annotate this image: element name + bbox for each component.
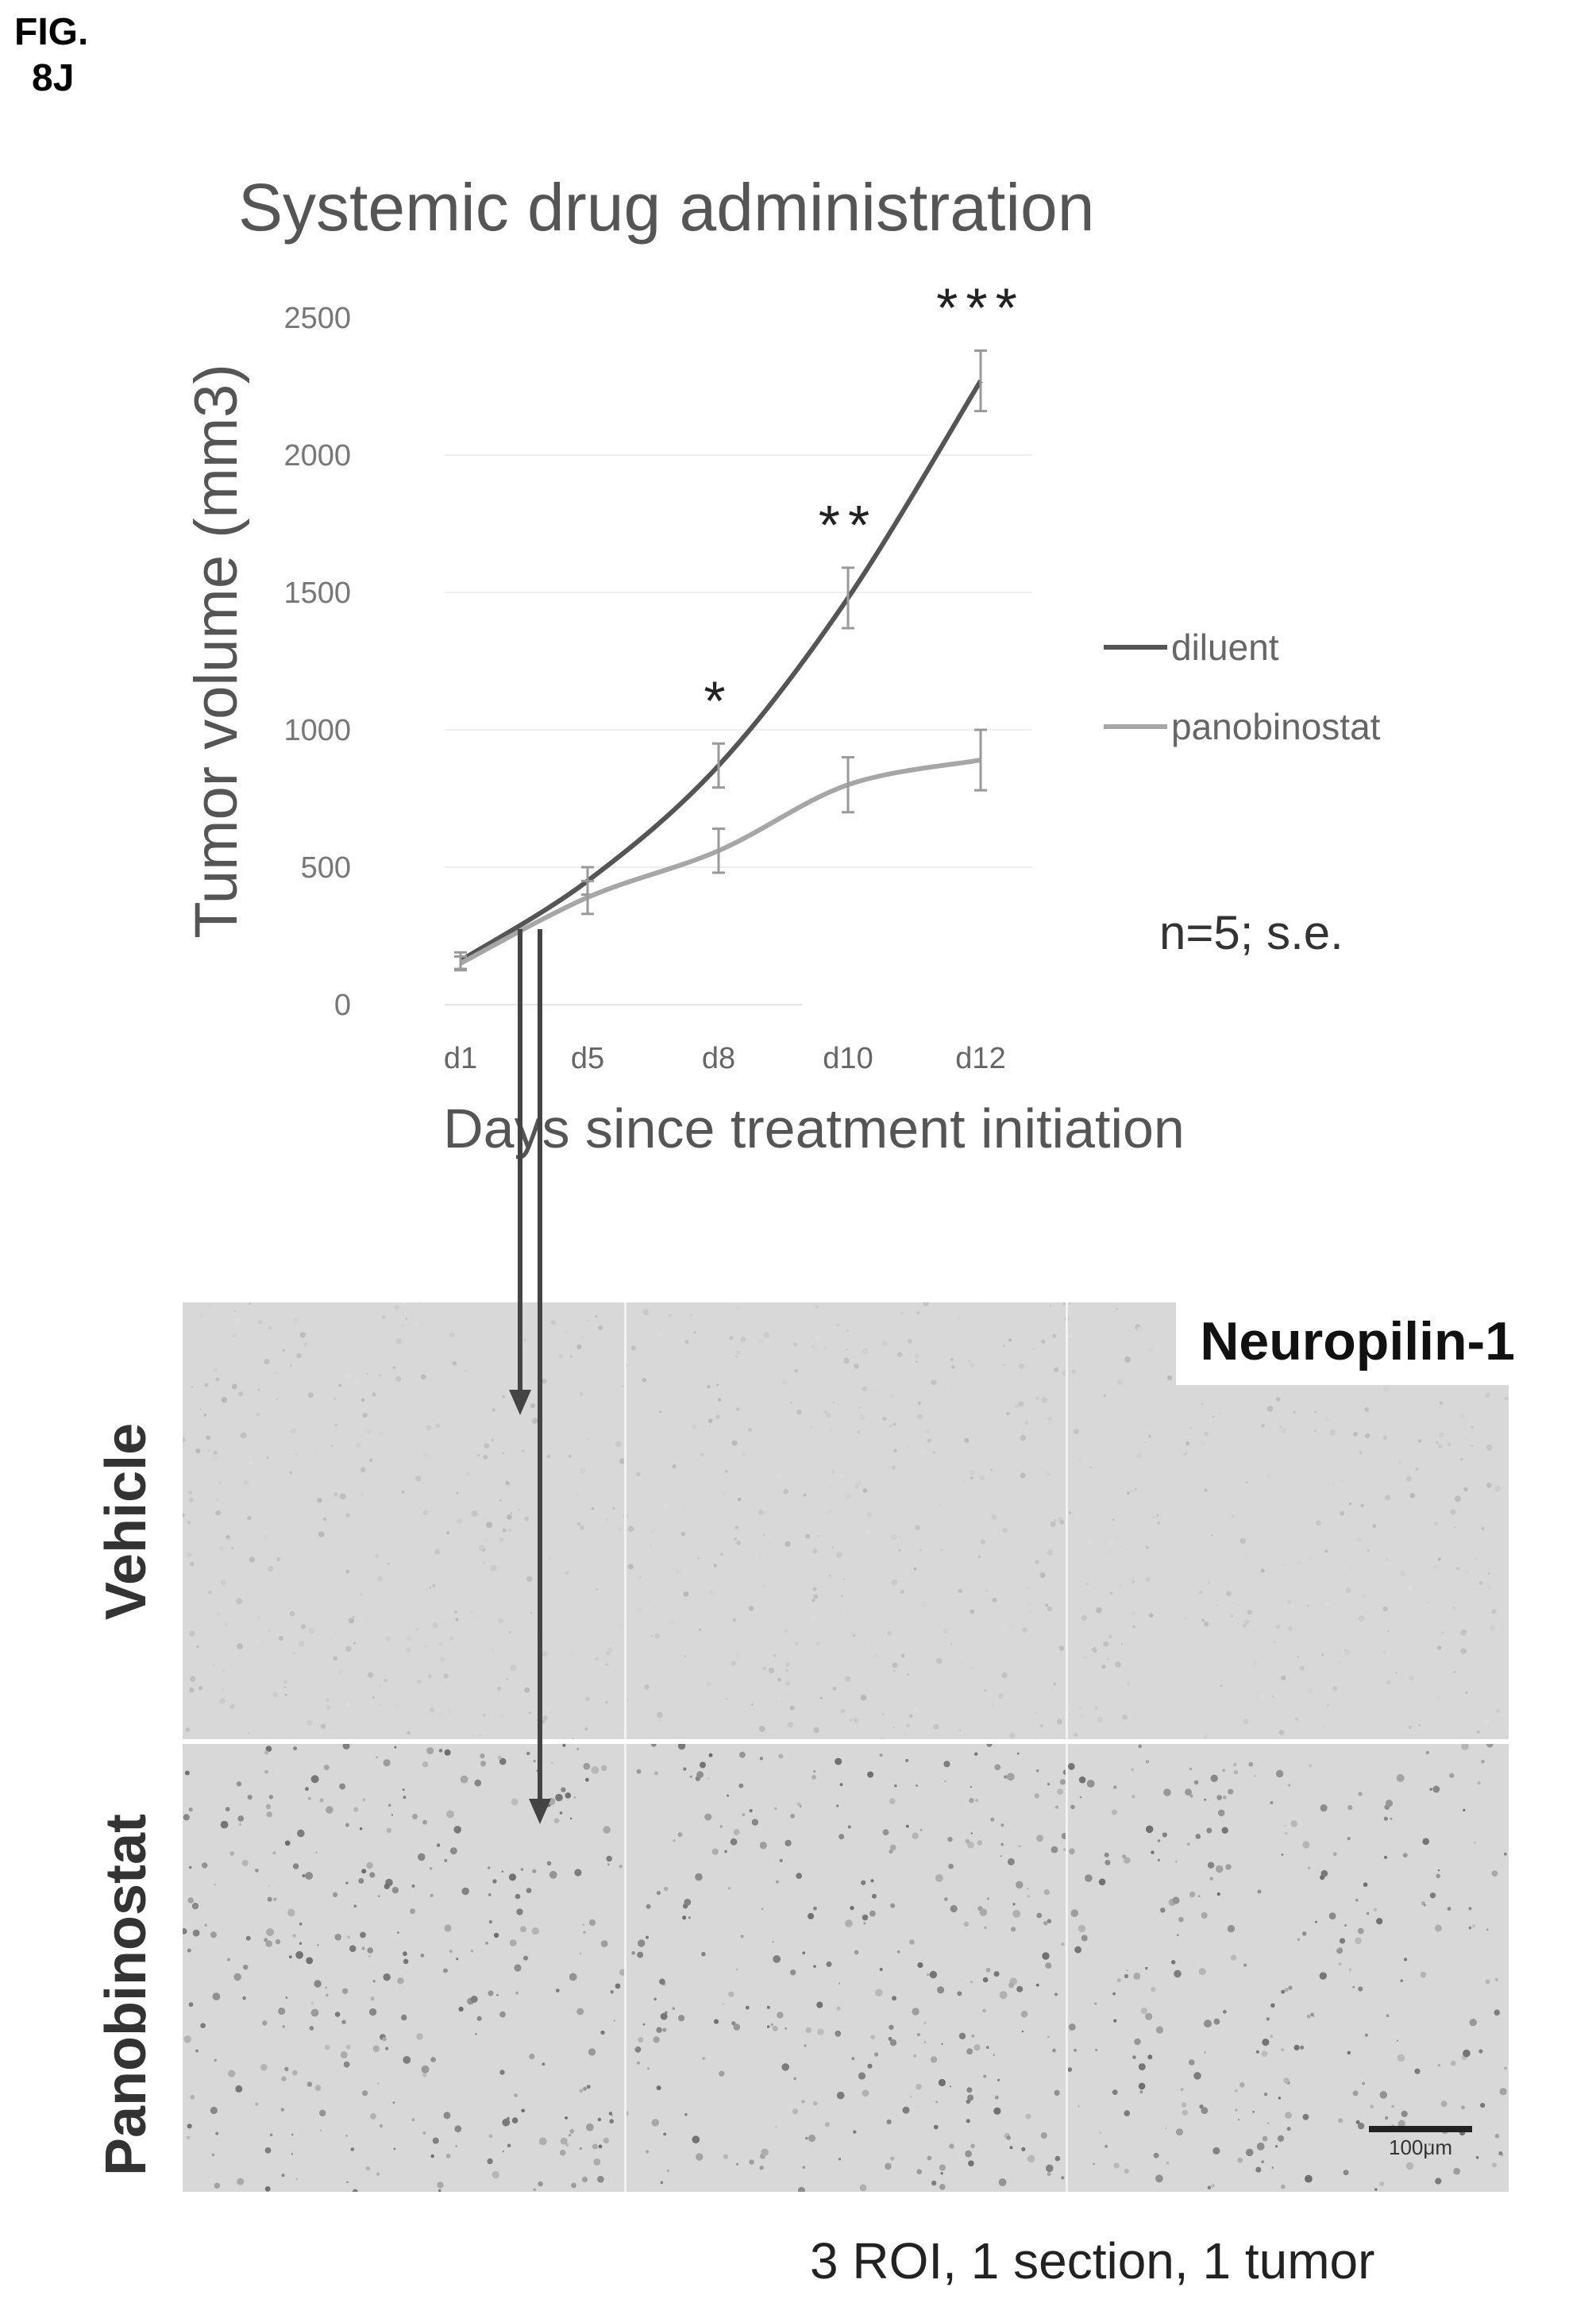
stain-label: Neuropilin-1: [1176, 1294, 1532, 1385]
figure-label-line1: FIG.: [14, 10, 88, 56]
legend-label: diluent: [1171, 627, 1279, 668]
x-tick-label: d10: [823, 1042, 873, 1075]
row-label-vehicle: Vehicle: [94, 1423, 159, 1620]
panel-divider: [624, 1302, 626, 1739]
chart-annotation: n=5; s.e.: [1159, 906, 1343, 959]
y-tick-label: 1500: [283, 577, 351, 610]
chart-title: Systemic drug administration: [238, 170, 1094, 245]
figure-label-line2: 8J: [14, 56, 88, 102]
y-tick-label: 2500: [283, 302, 351, 335]
scale-bar: 100μm: [1369, 2126, 1472, 2160]
scale-bar-label: 100μm: [1369, 2135, 1472, 2160]
micrograph-footnote: 3 ROI, 1 section, 1 tumor: [810, 2232, 1374, 2290]
panobinostat-row-panel: [183, 1744, 1509, 2192]
series-line-panobinostat: [461, 760, 981, 963]
scale-bar-line: [1369, 2126, 1472, 2132]
y-tick-label: 500: [301, 851, 351, 885]
x-tick-label: d5: [571, 1042, 604, 1075]
row-label-panobinostat: Panobinostat: [94, 1814, 159, 2176]
y-tick-label: 1000: [283, 714, 351, 747]
legend-label: panobinostat: [1171, 706, 1381, 747]
significance-marker: **: [819, 494, 877, 556]
y-tick-label: 2000: [283, 439, 351, 473]
x-tick-label: d1: [444, 1042, 477, 1075]
x-tick-label: d12: [955, 1042, 1005, 1075]
y-tick-label: 0: [334, 989, 351, 1022]
panel-divider: [1066, 1302, 1068, 1739]
panel-divider: [1066, 1744, 1068, 2192]
significance-marker: *: [704, 669, 733, 731]
figure-label: FIG. 8J: [14, 10, 88, 102]
x-tick-label: d8: [702, 1042, 735, 1075]
micrograph-grid: Neuropilin-1 100μm: [183, 1302, 1509, 2192]
panel-divider: [624, 1744, 626, 2192]
x-axis-label: Days since treatment initiation: [443, 1097, 1185, 1159]
y-axis-label: Tumor volume (mm3): [183, 364, 250, 938]
significance-marker: ***: [936, 277, 1025, 339]
series-line-diluent: [461, 381, 981, 961]
